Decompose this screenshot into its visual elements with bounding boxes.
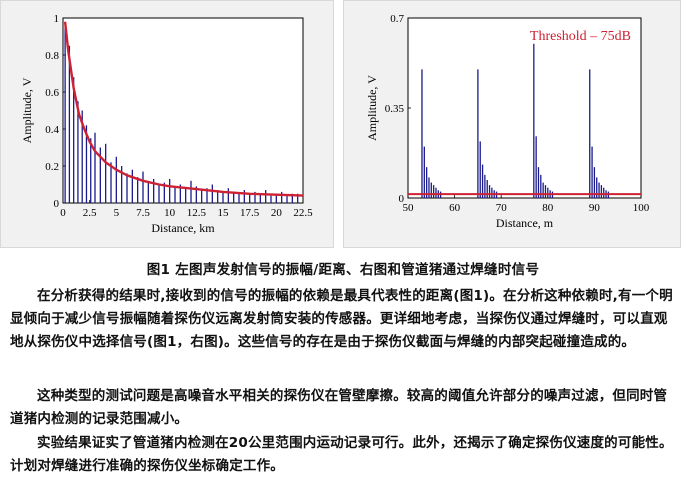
x-tick-label: 2.5 bbox=[83, 207, 97, 219]
fit-curve-line bbox=[63, 21, 304, 197]
y-tick-label: 0.6 bbox=[45, 87, 59, 99]
left-chart-panel: 0 2.5 5 7.5 10 12.5 15 17.5 20 22.5 0 0.2 0.4 0.6 0.8 1… bbox=[0, 0, 334, 248]
y-tick-label: 1 bbox=[54, 13, 60, 25]
x-tick-label: 15 bbox=[218, 207, 230, 219]
plot-area bbox=[62, 17, 304, 204]
x-tick-label: 60 bbox=[449, 202, 461, 214]
y-tick-label: 0.8 bbox=[45, 50, 59, 62]
x-axis-label: Distance, km bbox=[151, 221, 215, 235]
x-tick-label: 7.5 bbox=[136, 207, 150, 219]
amplitude-distance-km-chart: 0 2.5 5 7.5 10 12.5 15 17.5 20 22.5 0 0.2 0.4 0.6 0.8 1… bbox=[20, 13, 313, 235]
x-tick-label: 90 bbox=[589, 202, 601, 214]
x-tick-label: 100 bbox=[633, 202, 650, 214]
x-tick-label: 80 bbox=[542, 202, 554, 214]
right-chart-panel: 50 60 70 80 90 100 0 0.35 0.7 Distance, m Amplitud… bbox=[343, 0, 681, 248]
x-tick-label: 5 bbox=[114, 207, 120, 219]
y-tick-label: 0 bbox=[54, 198, 60, 210]
threshold-annotation: Threshold – 75dB bbox=[530, 29, 631, 44]
x-tick-label: 17.5 bbox=[240, 207, 260, 219]
y-axis-label: Amplitude, V bbox=[365, 75, 379, 141]
y-axis-label: Amplitude, V bbox=[20, 77, 34, 143]
x-tick-label: 20 bbox=[271, 207, 283, 219]
amplitude-distance-m-chart: 50 60 70 80 90 100 0 0.35 0.7 Distance, m Amplitud… bbox=[365, 13, 650, 230]
y-tick-label: 0.35 bbox=[385, 103, 405, 115]
x-axis-label: Distance, m bbox=[496, 216, 554, 230]
paragraph-noise: 这种类型的测试问题是高噪音水平相关的探伤仪在管壁摩擦。较高的阈值允许部分的噪声过… bbox=[10, 388, 668, 427]
y-tick-label: 0.4 bbox=[45, 124, 59, 136]
paragraph-analysis: 在分析获得的结果时,接收到的信号的振幅的依赖是最具代表性的距离(图1)。在分析这… bbox=[10, 288, 673, 350]
y-tick-label: 0.2 bbox=[45, 161, 59, 173]
x-tick-label: 10 bbox=[164, 207, 176, 219]
plot-area bbox=[407, 17, 642, 199]
figure-caption: 图1 左图声发射信号的振幅/距离、右图和管道猪通过焊缝时信号 bbox=[146, 262, 540, 278]
y-tick-label: 0.7 bbox=[390, 13, 404, 25]
x-tick-label: 12.5 bbox=[187, 207, 207, 219]
x-tick-label: 0 bbox=[60, 207, 66, 219]
y-tick-label: 0 bbox=[399, 193, 405, 205]
x-tick-label: 70 bbox=[496, 202, 508, 214]
x-tick-label: 22.5 bbox=[293, 207, 313, 219]
x-tick-label: 50 bbox=[403, 202, 415, 214]
paragraph-conclusion: 实验结果证实了管道猪内检测在20公里范围内运动记录可行。此外，还揭示了确定探伤仪… bbox=[10, 435, 673, 474]
